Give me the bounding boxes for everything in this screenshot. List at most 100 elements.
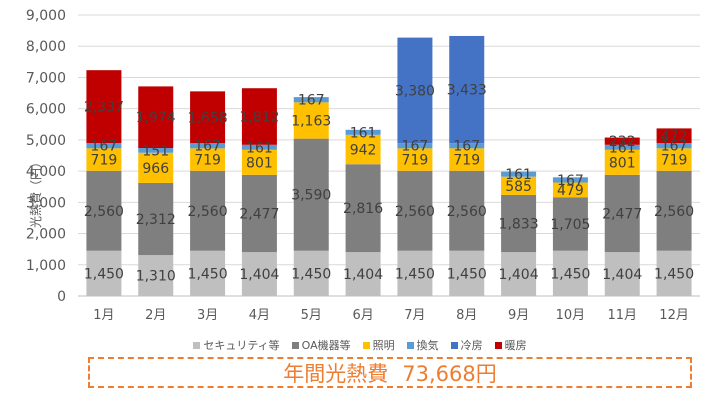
bar-segment — [190, 170, 226, 251]
x-tick-label: 8月 — [456, 308, 477, 323]
data-label: 1,404 — [602, 267, 642, 283]
legend-swatch — [362, 341, 370, 349]
data-label: 1,833 — [499, 217, 539, 233]
legend-item: 換気 — [406, 337, 439, 353]
bar-segment — [397, 37, 433, 144]
data-label: 161 — [246, 140, 273, 156]
x-tick-label: 7月 — [404, 308, 425, 323]
bar-segment — [138, 255, 174, 296]
bar-segment — [190, 91, 226, 144]
bar-segment — [293, 250, 329, 296]
bar-segment — [241, 174, 277, 253]
data-label: 1,450 — [395, 266, 435, 282]
data-label: 1,450 — [550, 266, 590, 282]
bar-segment — [552, 182, 588, 198]
bar-segment — [397, 250, 433, 296]
data-label: 2,560 — [395, 204, 435, 220]
x-tick-label: 6月 — [352, 308, 373, 323]
legend: セキュリティ等 OA機器等 照明 換気 冷房 暖房 — [0, 337, 720, 353]
bar-segment — [86, 148, 122, 171]
bar-segment — [138, 86, 174, 149]
data-label: 1,812 — [239, 110, 279, 126]
data-label: 1,450 — [291, 266, 331, 282]
data-label: 2,816 — [343, 201, 383, 217]
data-label: 2,560 — [447, 204, 487, 220]
data-label: 1,658 — [188, 110, 228, 126]
annual-total-label: 年間光熱費 — [283, 361, 389, 386]
x-tick-label: 3月 — [197, 308, 218, 323]
data-label: 719 — [661, 153, 688, 169]
data-label: 1,705 — [550, 217, 590, 233]
bar-segment — [345, 129, 381, 135]
bar-segment — [397, 148, 433, 171]
y-tick-label: 3,000 — [26, 195, 66, 211]
data-label: 161 — [505, 167, 532, 183]
legend-swatch — [494, 341, 502, 349]
data-label: 2,560 — [84, 204, 124, 220]
x-tick-label: 5月 — [301, 308, 322, 323]
legend-item: セキュリティ等 — [193, 337, 280, 353]
data-label: 719 — [91, 153, 118, 169]
x-tick-label: 11月 — [607, 308, 637, 323]
data-label: 1,404 — [239, 267, 279, 283]
data-label: 167 — [557, 173, 584, 189]
bar-segment — [397, 143, 433, 149]
data-label: 966 — [142, 161, 169, 177]
bar-segment — [241, 144, 277, 150]
x-tick-label: 1月 — [93, 308, 114, 323]
y-tick-label: 5,000 — [26, 133, 66, 149]
bar-segment — [345, 134, 381, 165]
data-label: 2,312 — [136, 212, 176, 228]
legend-label: OA機器等 — [301, 339, 351, 352]
bar-segment — [501, 176, 537, 195]
data-label: 472 — [661, 129, 688, 145]
bar-segment — [656, 148, 692, 171]
data-label: 3,380 — [395, 83, 435, 99]
bar-segment — [656, 143, 692, 149]
legend-swatch — [450, 341, 458, 349]
bar-segment — [293, 97, 329, 103]
data-label: 942 — [350, 143, 377, 159]
data-label: 232 — [609, 134, 636, 150]
bar-segment — [449, 35, 485, 144]
data-label: 1,974 — [136, 110, 176, 126]
bar-segment — [501, 252, 537, 296]
data-label: 2,337 — [84, 100, 124, 116]
bar-segment — [293, 138, 329, 251]
bar-segment — [86, 70, 122, 144]
legend-item: OA機器等 — [291, 337, 351, 353]
bar-segment — [656, 128, 692, 144]
legend-swatch — [291, 341, 299, 349]
bar-segment — [604, 174, 640, 253]
y-tick-label: 6,000 — [26, 102, 66, 118]
legend-label: 暖房 — [504, 339, 527, 352]
bar-segment — [345, 164, 381, 253]
bar-segment — [449, 148, 485, 171]
bar-segment — [501, 171, 537, 177]
legend-label: セキュリティ等 — [203, 339, 280, 352]
bar-segment — [449, 143, 485, 149]
data-label: 2,560 — [188, 204, 228, 220]
legend-label: 照明 — [372, 339, 395, 352]
bar-segment — [552, 177, 588, 183]
annual-total-value: 73,668円 — [402, 361, 497, 386]
data-label: 801 — [246, 155, 273, 171]
data-label: 167 — [91, 139, 118, 155]
data-label: 1,310 — [136, 269, 176, 285]
legend-item: 冷房 — [450, 337, 483, 353]
bar-segment — [604, 149, 640, 175]
x-tick-label: 4月 — [249, 308, 270, 323]
legend-swatch — [406, 341, 414, 349]
data-label: 1,450 — [84, 266, 124, 282]
legend-item: 照明 — [362, 337, 395, 353]
bar-segment — [138, 152, 174, 183]
data-label: 3,590 — [291, 188, 331, 204]
bar-segment — [86, 143, 122, 149]
y-axis-label: 光熱費（円） — [28, 156, 43, 228]
x-tick-label: 9月 — [508, 308, 529, 323]
data-label: 167 — [298, 93, 325, 109]
bar-segment — [138, 148, 174, 153]
data-label: 1,163 — [291, 113, 331, 129]
bar-segment — [449, 250, 485, 296]
